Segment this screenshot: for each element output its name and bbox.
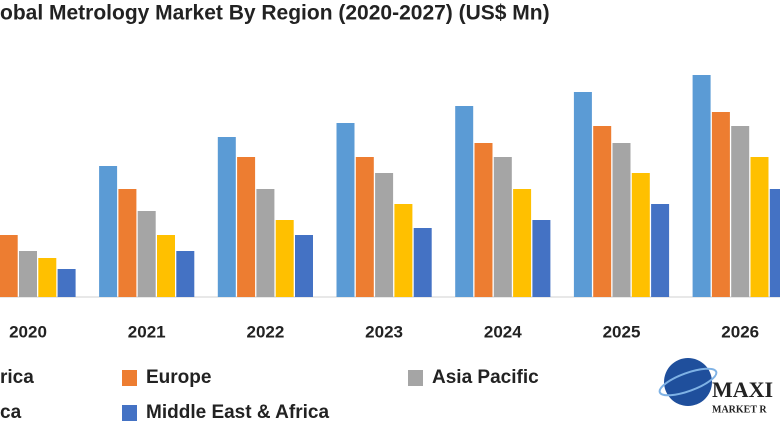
bar [237, 157, 256, 297]
bar [176, 251, 195, 297]
legend-swatch [122, 370, 137, 386]
bar [731, 126, 750, 297]
bar [631, 173, 650, 297]
legend-label: Middle East & Africa [146, 402, 329, 423]
bar [711, 112, 730, 297]
legend-label: ca [0, 402, 22, 423]
bar [217, 137, 236, 297]
legend-swatch [122, 405, 137, 421]
bar [750, 157, 769, 297]
bar [336, 123, 355, 297]
legend-label: Asia Pacific [432, 367, 539, 388]
logo-name: MAXI [712, 377, 773, 402]
bar [256, 189, 275, 297]
logo-orbit [658, 367, 718, 397]
bar [57, 269, 76, 297]
legend-swatch [408, 370, 423, 386]
bar [651, 204, 670, 297]
bar [355, 157, 374, 297]
bar [375, 173, 394, 297]
logo-tagline: MARKET R [712, 404, 767, 415]
bar [394, 204, 413, 297]
bar [118, 189, 137, 297]
chart-title: obal Metrology Market By Region (2020-20… [0, 2, 550, 25]
bar [295, 235, 313, 297]
bar [137, 211, 156, 297]
bar [532, 220, 551, 297]
bar [413, 228, 432, 297]
bar [157, 235, 175, 297]
bar [493, 157, 512, 297]
bar [38, 258, 57, 297]
x-tick-label: 2021 [128, 322, 166, 341]
bar [99, 166, 118, 297]
bar [692, 75, 711, 297]
x-tick-label: 2025 [603, 322, 641, 341]
bar [769, 189, 780, 297]
bar [275, 220, 294, 297]
x-tick-label: 2024 [484, 322, 522, 341]
logo-globe [664, 358, 712, 406]
x-tick-label: 2026 [721, 322, 759, 341]
logo: MAXI MARKET R [658, 358, 773, 415]
bar [513, 189, 532, 297]
x-tick-label: 2020 [9, 322, 47, 341]
bar [474, 143, 493, 297]
bar [612, 143, 631, 297]
x-tick-label: 2023 [365, 322, 403, 341]
bar [593, 126, 612, 297]
legend-label: rica [0, 367, 34, 388]
bar [0, 235, 18, 297]
bar [573, 92, 592, 297]
bar [455, 106, 474, 297]
x-tick-label: 2022 [246, 322, 284, 341]
legend-label: Europe [146, 367, 211, 388]
bar [19, 251, 37, 297]
